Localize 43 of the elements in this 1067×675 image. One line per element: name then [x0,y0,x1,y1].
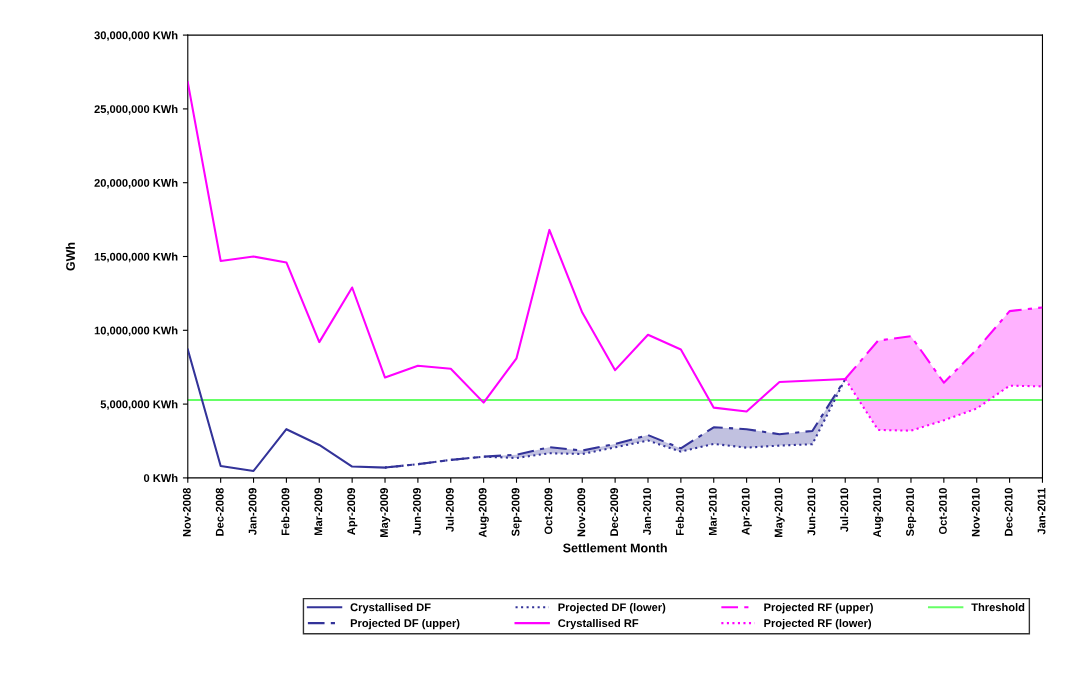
x-tick-label: Dec-2010 [1004,488,1013,536]
legend-label: Projected RF (lower) [764,618,872,630]
x-tick-label: Jul-2009 [445,488,454,532]
y-tick-label: 25,000,000 KWh [94,104,178,115]
x-tick-label: Sep-2010 [906,488,917,537]
x-tick-label: Apr-2009 [347,488,358,535]
x-tick-label: Jun-2009 [413,488,421,536]
legend-label: Projected RF (upper) [764,603,873,614]
x-tick-label: Feb-2009 [281,488,290,536]
y-axis-title: GWh [65,242,75,271]
x-tick-label: Nov-2010 [971,488,980,537]
x-tick-label: Aug-2010 [873,488,884,538]
legend-label: Threshold [971,603,1025,612]
x-tick-label: Jan-2010 [643,488,651,536]
y-tick-label: 15,000,000 KWh [94,252,178,263]
x-tick-label: Aug-2009 [478,488,489,538]
y-tick-label: 20,000,000 KWh [94,178,178,189]
x-tick-label: Oct-2010 [938,488,947,535]
x-tick-label: May-2010 [774,488,785,537]
x-tick-label: Mar-2010 [708,488,717,536]
x-tick-label: Dec-2009 [610,488,619,536]
legend-label: Projected DF (upper) [350,618,460,630]
legend-label: Crystallised DF [350,603,431,614]
y-tick-label: 10,000,000 KWh [94,326,178,337]
x-tick-label: Apr-2010 [741,488,752,535]
x-tick-label: Nov-2009 [577,488,586,537]
legend-label: Projected DF (lower) [558,603,666,614]
x-tick-label: Feb-2010 [675,488,684,536]
x-tick-label: Nov-2008 [182,487,191,537]
x-tick-label: Jan-2011 [1037,487,1046,535]
y-tick-label: 0 KWh [143,473,178,483]
x-tick-label: Jun-2010 [807,488,816,536]
x-tick-label: Jan-2009 [248,488,257,536]
y-tick-label: 5,000,000 KWh [100,400,178,410]
x-tick-label: Jul-2010 [840,488,849,532]
x-tick-label: Mar-2009 [314,488,323,536]
x-tick-label: May-2009 [380,488,391,537]
x-tick-label: Sep-2009 [511,488,522,537]
x-axis-title: Settlement Month [563,543,667,553]
x-tick-label: Dec-2008 [215,487,224,536]
x-tick-label: Oct-2009 [544,488,553,535]
legend-label: Crystallised RF [558,618,639,630]
y-tick-label: 30,000,000 KWh [94,31,178,41]
